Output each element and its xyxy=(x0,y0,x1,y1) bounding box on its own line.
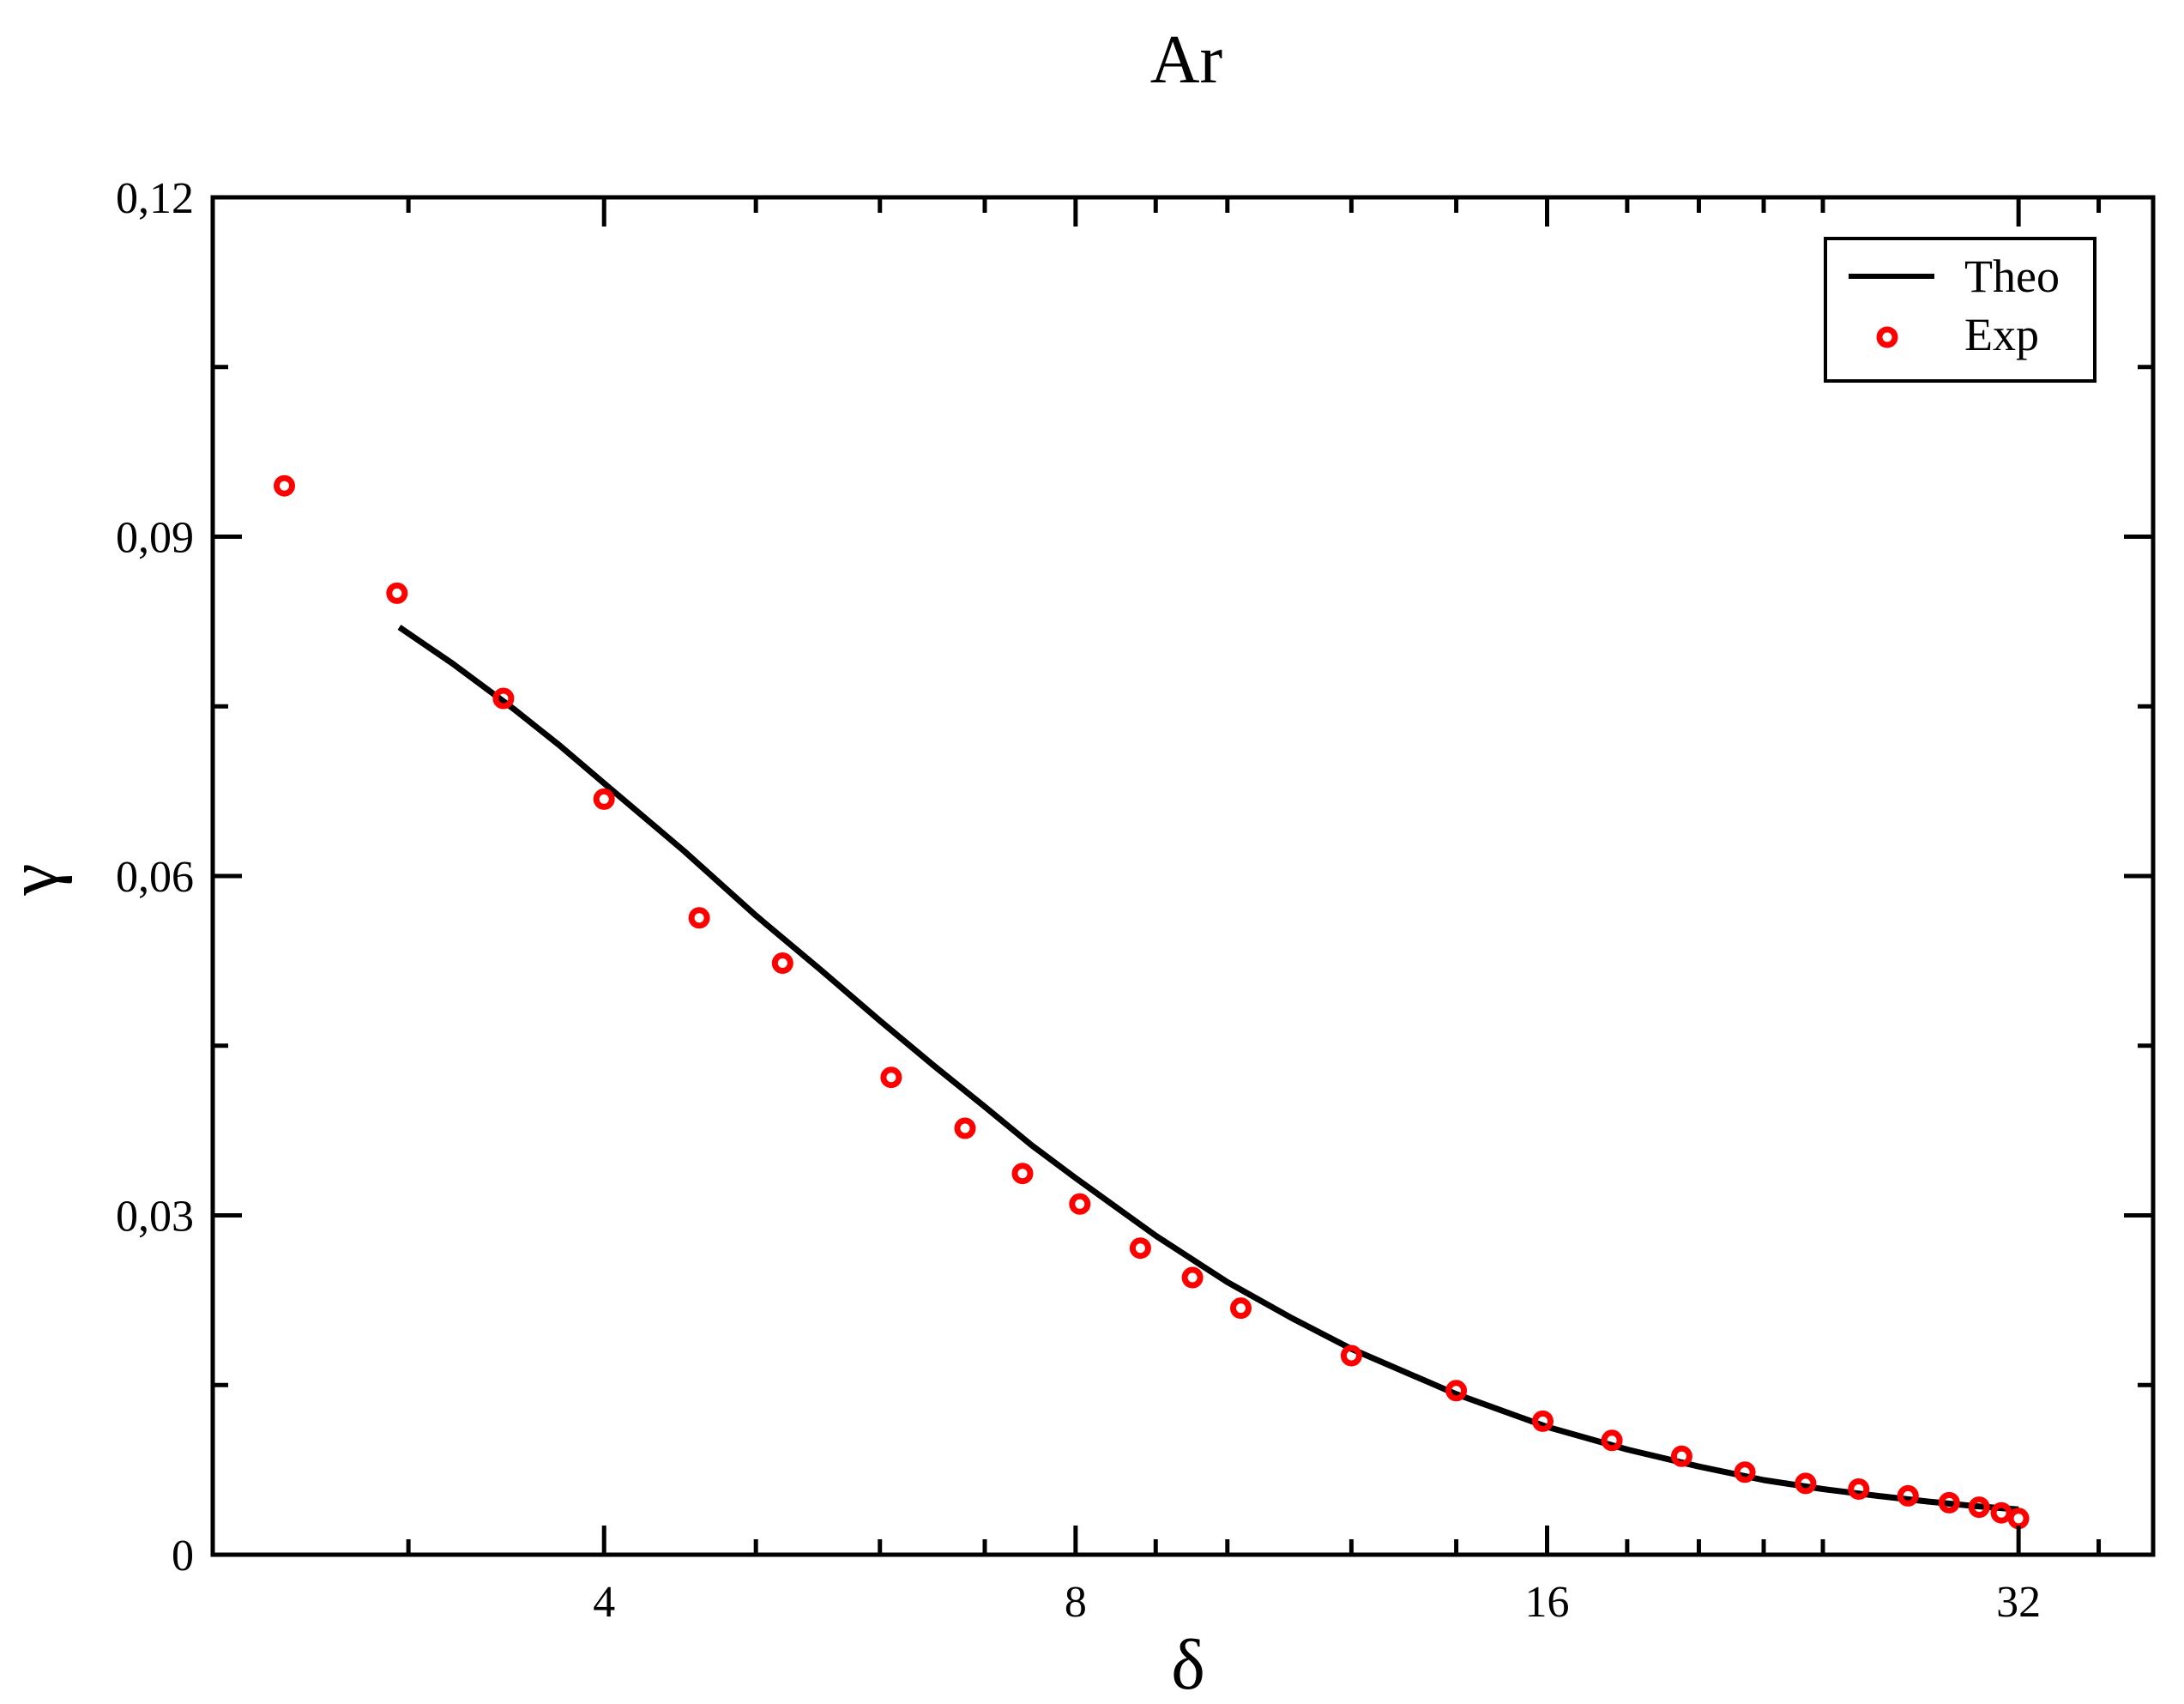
data-point-exp xyxy=(1897,1484,1919,1507)
data-point-exp xyxy=(1129,1237,1151,1260)
x-axis-label: δ xyxy=(1171,1625,1205,1704)
data-point-exp xyxy=(1340,1344,1362,1367)
series-line-theo xyxy=(397,625,2019,1513)
data-point-exp xyxy=(1181,1266,1204,1289)
legend-swatch-exp xyxy=(1876,326,1898,348)
data-point-exp xyxy=(1795,1472,1817,1495)
plot-marks xyxy=(274,474,2030,1530)
data-point-exp xyxy=(1011,1163,1034,1185)
data-point-exp xyxy=(954,1117,976,1139)
y-tick-label: 0 xyxy=(172,1532,194,1580)
y-tick-label: 0,06 xyxy=(116,853,194,902)
legend: Theo Exp xyxy=(1824,237,2097,383)
x-tick-label: 16 xyxy=(1525,1578,1570,1627)
data-point-exp xyxy=(492,687,515,710)
plot-frame xyxy=(210,195,2156,1557)
data-point-exp xyxy=(1734,1461,1756,1483)
data-point-exp xyxy=(880,1067,902,1089)
legend-label-exp: Exp xyxy=(1964,309,2039,360)
y-tick-label: 0,03 xyxy=(116,1193,194,1242)
chart-title: Ar xyxy=(1150,22,1222,98)
y-tick-label: 0,12 xyxy=(116,174,194,223)
data-point-exp xyxy=(2007,1508,2030,1530)
x-tick-label: 4 xyxy=(593,1578,615,1627)
data-point-exp xyxy=(1670,1445,1692,1467)
data-point-exp xyxy=(274,474,295,497)
data-point-exp xyxy=(1230,1297,1252,1320)
y-tick-label: 0,09 xyxy=(116,514,194,563)
x-tick-label: 32 xyxy=(1996,1578,2041,1627)
data-point-exp xyxy=(1445,1380,1468,1402)
data-point-exp xyxy=(1069,1193,1091,1215)
axes: 4 8 16 32 0 0,03 0,06 0,09 0,12 xyxy=(116,174,2156,1627)
data-point-exp xyxy=(771,952,793,974)
data-point-exp xyxy=(1848,1478,1870,1500)
data-point-exp xyxy=(1990,1502,2012,1524)
data-point-exp xyxy=(593,788,615,810)
legend-box xyxy=(1824,237,2097,383)
data-point-exp xyxy=(1968,1496,1990,1519)
data-point-exp xyxy=(688,907,710,929)
x-tick-label: 8 xyxy=(1065,1578,1087,1627)
legend-label-theo: Theo xyxy=(1964,251,2060,302)
data-point-exp xyxy=(1938,1491,1960,1514)
data-point-exp xyxy=(1601,1429,1623,1452)
data-point-exp xyxy=(1532,1410,1554,1432)
y-axis-label: γ xyxy=(0,863,73,896)
data-point-exp xyxy=(386,582,408,604)
